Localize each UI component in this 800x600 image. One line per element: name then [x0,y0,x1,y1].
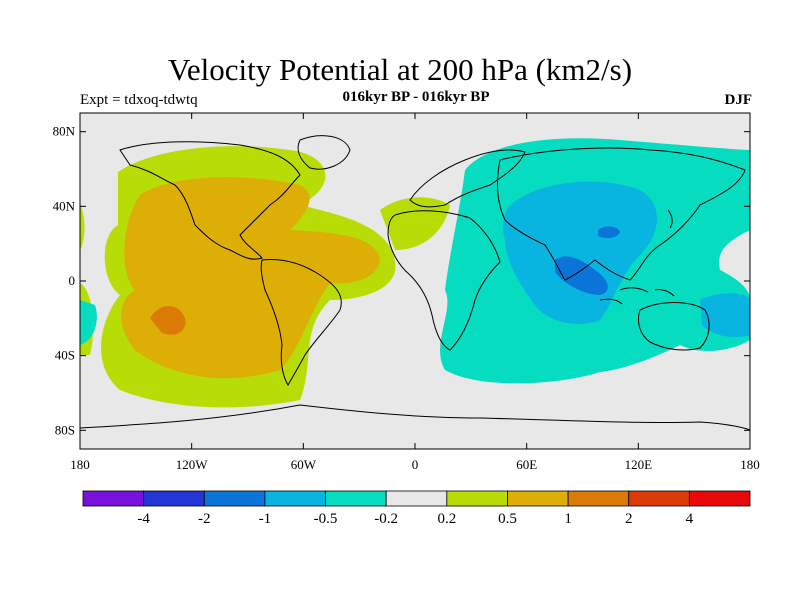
experiment-label: Expt = tdxoq-tdwtq [80,92,198,108]
coastline-australia [637,302,710,351]
lat-tick-label: 40S [55,348,75,363]
colorbar-label: -0.5 [314,511,338,527]
colorbar-label: -1 [259,511,272,527]
season-label: DJF [724,92,753,108]
colorbar-swatch [628,490,690,507]
lon-tick-label: 0 [412,457,419,472]
lat-tick-label: 80S [55,422,75,437]
lat-tick-label: 0 [69,273,76,288]
negative-mid-region [502,181,657,325]
negative-mid-region-australia [700,293,750,338]
coastline-europe [409,149,526,208]
colorbar-label: 0.2 [437,511,456,527]
colorbar-swatch [325,490,387,507]
contour-fields [80,113,750,449]
colorbar-label: 2 [625,511,633,527]
lon-tick-label: 180 [70,457,90,472]
lon-tick-label: 60E [516,457,537,472]
coastline-africa [387,210,501,351]
lon-tick-label: 60W [291,457,317,472]
coastline-japan [667,209,673,229]
colorbar-label: 1 [564,511,572,527]
lon-tick-label: 120W [176,457,209,472]
lon-tick-label: 180 [740,457,760,472]
coastline-asia [497,147,746,281]
colorbar-swatch [143,490,205,507]
lat-tick-label: 80N [53,124,76,139]
colorbar-swatch [507,490,569,507]
latitude-axis: 80N 40N 0 40S 80S [53,124,750,437]
colorbar-swatch [203,490,266,507]
map-subtitle: 016kyr BP - 016kyr BP [342,89,490,105]
longitude-axis: 180 120W 60W 0 60E 120E 180 [70,113,760,472]
colorbar-label: 4 [686,511,694,527]
coastline-antarctica [80,404,750,431]
colorbar: -4 -2 -1 -0.5 -0.2 0.2 0.5 1 2 4 [82,490,751,527]
map-title: Velocity Potential at 200 hPa (km2/s) [167,52,633,87]
colorbar-swatch [264,490,326,507]
colorbar-swatch [82,490,145,507]
negative-weak-region-dateline [80,300,97,345]
colorbar-label: 0.5 [498,511,517,527]
negative-strong-region [555,256,608,295]
positive-strong-region [150,306,186,335]
coastline-greenland [297,135,351,170]
negative-strong-region-2 [598,226,620,239]
coastline-south-america [260,259,342,386]
colorbar-swatch [446,490,508,507]
colorbar-swatch [385,490,448,507]
colorbar-swatch [688,490,751,507]
positive-mid-region-americas [121,177,381,379]
lon-tick-label: 120E [625,457,653,472]
coastline-north-america [119,141,301,260]
lat-tick-label: 40N [53,198,76,213]
colorbar-label: -0.2 [374,511,398,527]
coastline-indonesia [599,287,675,305]
positive-weak-region-africa [380,197,450,250]
colorbar-label: -4 [137,511,150,527]
colorbar-label: -2 [198,511,211,527]
coastlines [80,135,750,431]
positive-weak-region-dateline-east [80,205,85,250]
colorbar-swatch [567,490,630,507]
